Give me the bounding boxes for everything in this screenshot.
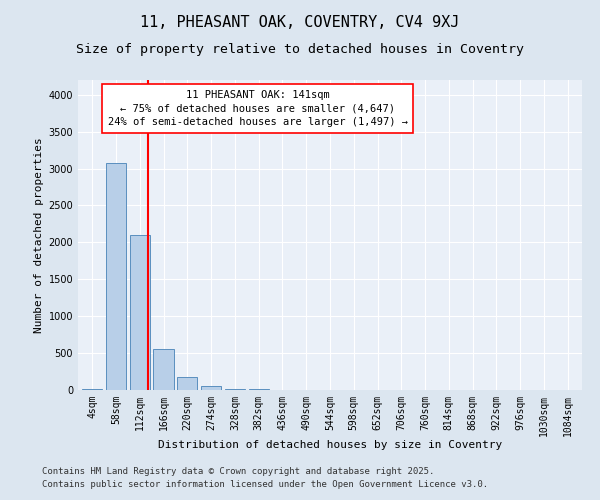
- Bar: [130, 235, 150, 390]
- X-axis label: Distribution of detached houses by size in Coventry: Distribution of detached houses by size …: [158, 440, 502, 450]
- Text: Size of property relative to detached houses in Coventry: Size of property relative to detached ho…: [76, 42, 524, 56]
- Bar: [177, 377, 197, 390]
- FancyBboxPatch shape: [102, 84, 413, 133]
- Text: Contains public sector information licensed under the Open Government Licence v3: Contains public sector information licen…: [42, 480, 488, 489]
- Text: 11 PHEASANT OAK: 141sqm: 11 PHEASANT OAK: 141sqm: [186, 90, 329, 100]
- Text: 11, PHEASANT OAK, COVENTRY, CV4 9XJ: 11, PHEASANT OAK, COVENTRY, CV4 9XJ: [140, 15, 460, 30]
- Text: ← 75% of detached houses are smaller (4,647): ← 75% of detached houses are smaller (4,…: [120, 104, 395, 114]
- Text: 24% of semi-detached houses are larger (1,497) →: 24% of semi-detached houses are larger (…: [108, 118, 408, 128]
- Bar: [201, 386, 221, 390]
- Bar: [154, 350, 173, 390]
- Bar: [106, 162, 126, 390]
- Y-axis label: Number of detached properties: Number of detached properties: [34, 137, 44, 333]
- Bar: [225, 388, 245, 390]
- Text: Contains HM Land Registry data © Crown copyright and database right 2025.: Contains HM Land Registry data © Crown c…: [42, 467, 434, 476]
